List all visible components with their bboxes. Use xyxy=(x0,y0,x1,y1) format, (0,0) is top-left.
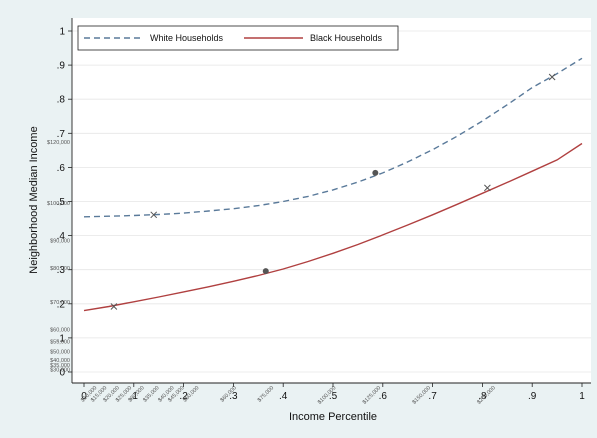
axes: 0 .1 .2 .3 .4 .5 .6 .7 .8 .9 1 0 .1 .2 .3 .4 .5 .6 .7 .8 .9 1… xyxy=(47,18,591,406)
series-line-1 xyxy=(83,142,583,312)
y-dollar-label: $40,000 xyxy=(50,358,70,364)
series-marker-dot xyxy=(262,268,269,275)
series-line-0 xyxy=(83,57,583,218)
series-marker-x xyxy=(484,184,491,192)
y-tick-label: .2 xyxy=(57,299,66,310)
x-tick-label: .6 xyxy=(379,391,388,402)
y-dollar-label: $90,000 xyxy=(50,239,70,245)
legend-label-black: Black Households xyxy=(310,33,383,43)
y-tick-label: .5 xyxy=(57,197,66,208)
y-dollar-label: $100,000 xyxy=(47,201,70,207)
y-dollar-label: $120,000 xyxy=(47,140,70,146)
y-dollar-label: $55,000 xyxy=(50,339,70,345)
y-tick-label: 0 xyxy=(59,368,65,379)
y-tick-label: .1 xyxy=(57,333,66,344)
series-marker-dot xyxy=(372,169,379,176)
y-dollar-label: $35,000 xyxy=(50,363,70,369)
x-tick-label: 0 xyxy=(81,391,87,402)
y-tick-label: .8 xyxy=(57,95,66,106)
y-tick-label: .9 xyxy=(57,61,66,72)
x-tick-label: 1 xyxy=(579,391,585,402)
y-axis-title: Neighborhood Median Income xyxy=(28,126,40,273)
x-tick-label: .9 xyxy=(528,391,537,402)
y-tick-label: .6 xyxy=(57,163,66,174)
y-dollar-label: $30,000 xyxy=(50,368,70,374)
plot-background xyxy=(72,18,591,383)
y-tick-label: 1 xyxy=(59,27,65,38)
y-dollar-label: $60,000 xyxy=(50,327,70,333)
x-tick-label: .2 xyxy=(179,391,188,402)
series-marker-x xyxy=(110,303,118,310)
y-dollar-label: $70,000 xyxy=(50,300,70,306)
x-tick-label: .8 xyxy=(478,391,487,402)
series-marker-x xyxy=(150,211,158,219)
x-axis-title: Income Percentile xyxy=(289,411,377,423)
y-tick-label: .4 xyxy=(57,231,66,242)
x-tick-label: .1 xyxy=(130,391,139,402)
legend: White Households Black Households xyxy=(77,25,399,51)
y-tick-label: .7 xyxy=(57,129,66,140)
series-marker-x xyxy=(548,73,556,81)
y-dollar-label: $80,000 xyxy=(50,266,70,272)
legend-label-white: White Households xyxy=(150,33,224,43)
series-layer xyxy=(83,57,583,312)
x-tick-label: .4 xyxy=(279,391,288,402)
x-tick-label: .7 xyxy=(428,391,437,402)
legend-box xyxy=(77,25,399,51)
x-tick-label: .5 xyxy=(329,391,338,402)
y-dollar-label: $50,000 xyxy=(50,350,70,356)
x-tick-label: .3 xyxy=(229,391,238,402)
y-tick-label: .3 xyxy=(57,265,66,276)
